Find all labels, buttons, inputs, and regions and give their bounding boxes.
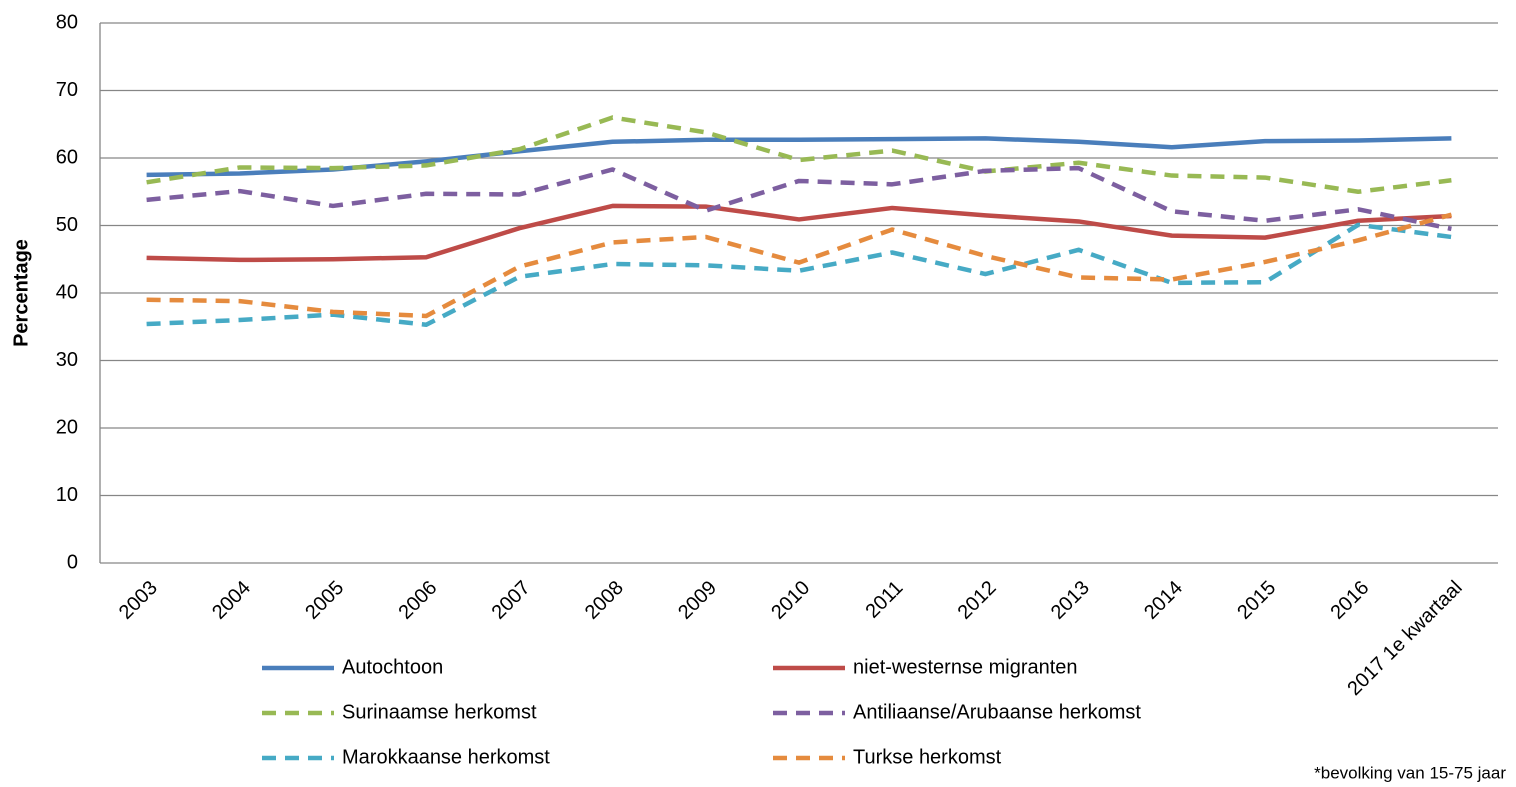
y-tick-label: 60 (56, 146, 78, 168)
x-tick-label: 2004 (208, 577, 255, 624)
y-tick-label: 80 (56, 11, 78, 33)
legend-label: Autochtoon (342, 656, 443, 678)
x-tick-label: 2008 (581, 577, 628, 624)
y-tick-label: 40 (56, 281, 78, 303)
series-line (146, 212, 1452, 319)
y-tick-label: 0 (67, 551, 78, 573)
legend-label: Surinaamse herkomst (342, 701, 537, 723)
x-tick-label: 2012 (954, 577, 1001, 624)
y-tick-label: 30 (56, 349, 78, 371)
footnote: *bevolking van 15-75 jaar (1314, 763, 1506, 782)
legend-label: Turkse herkomst (853, 746, 1002, 768)
series-line (146, 165, 1452, 232)
series-line (146, 115, 1452, 194)
legend-label: niet-westernse migranten (853, 656, 1078, 678)
series-line (146, 203, 1452, 263)
x-tick-label: 2014 (1140, 577, 1187, 624)
series-line (146, 222, 1452, 327)
x-tick-label: 2011 (861, 577, 907, 623)
x-tick-label: 2009 (674, 577, 721, 624)
y-tick-label: 70 (56, 79, 78, 101)
y-tick-label: 50 (56, 214, 78, 236)
x-tick-label: 2010 (767, 577, 814, 624)
y-tick-label: 20 (56, 416, 78, 438)
legend-label: Marokkaanse herkomst (342, 746, 550, 768)
legend-label: Antiliaanse/Arubaanse herkomst (853, 701, 1141, 723)
x-tick-label: 2006 (394, 577, 441, 624)
x-tick-label: 2003 (115, 577, 162, 624)
y-axis-label: Percentage (10, 239, 32, 347)
x-tick-label: 2005 (301, 577, 348, 624)
y-tick-label: 10 (56, 484, 78, 506)
x-tick-label: 2013 (1047, 577, 1094, 624)
x-tick-label: 2016 (1326, 577, 1373, 624)
x-tick-label: 2007 (488, 577, 535, 624)
x-tick-label: 2015 (1233, 577, 1280, 624)
